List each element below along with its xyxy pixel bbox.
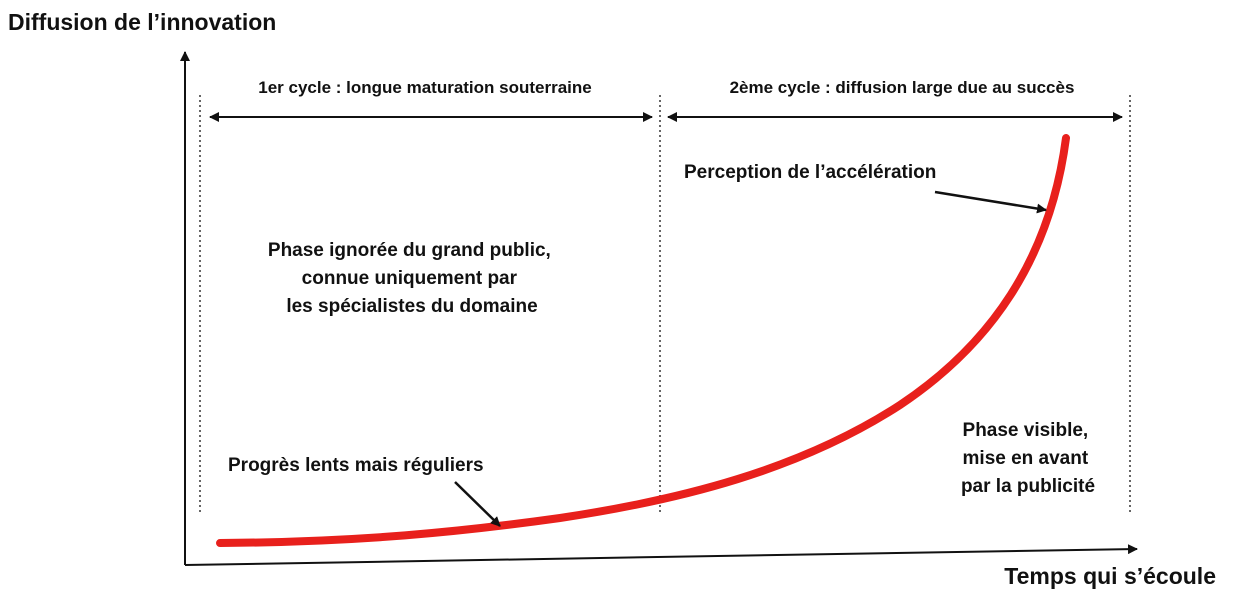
- cycle-dividers: [199, 95, 1131, 515]
- cycle-label: 1er cycle : longue maturation souterrain…: [258, 78, 591, 97]
- note-arrow: [454, 481, 501, 527]
- hidden-phase-note: Phase ignorée du grand public, connue un…: [268, 240, 556, 317]
- note-line: par la publicité: [961, 476, 1095, 497]
- diffusion-curve: [216, 134, 1070, 547]
- note-line: les spécialistes du domaine: [286, 296, 537, 317]
- y-axis-label: Diffusion de l’innovation: [8, 9, 276, 35]
- slow-progress-note: Progrès lents mais réguliers: [228, 455, 484, 476]
- note-line: Phase visible,: [963, 420, 1089, 441]
- note-line: Phase ignorée du grand public,: [268, 240, 551, 261]
- note-arrow: [934, 190, 1047, 214]
- acceleration-note: Perception de l’accélération: [684, 162, 936, 183]
- x-axis: [184, 544, 1138, 566]
- cycle-label: 2ème cycle : diffusion large due au succ…: [730, 78, 1075, 97]
- note-line: connue uniquement par: [302, 268, 518, 289]
- note-line: mise en avant: [963, 448, 1089, 469]
- x-axis-label: Temps qui s’écoule: [1004, 563, 1216, 589]
- visible-phase-note: Phase visible, mise en avant par la publ…: [961, 420, 1095, 497]
